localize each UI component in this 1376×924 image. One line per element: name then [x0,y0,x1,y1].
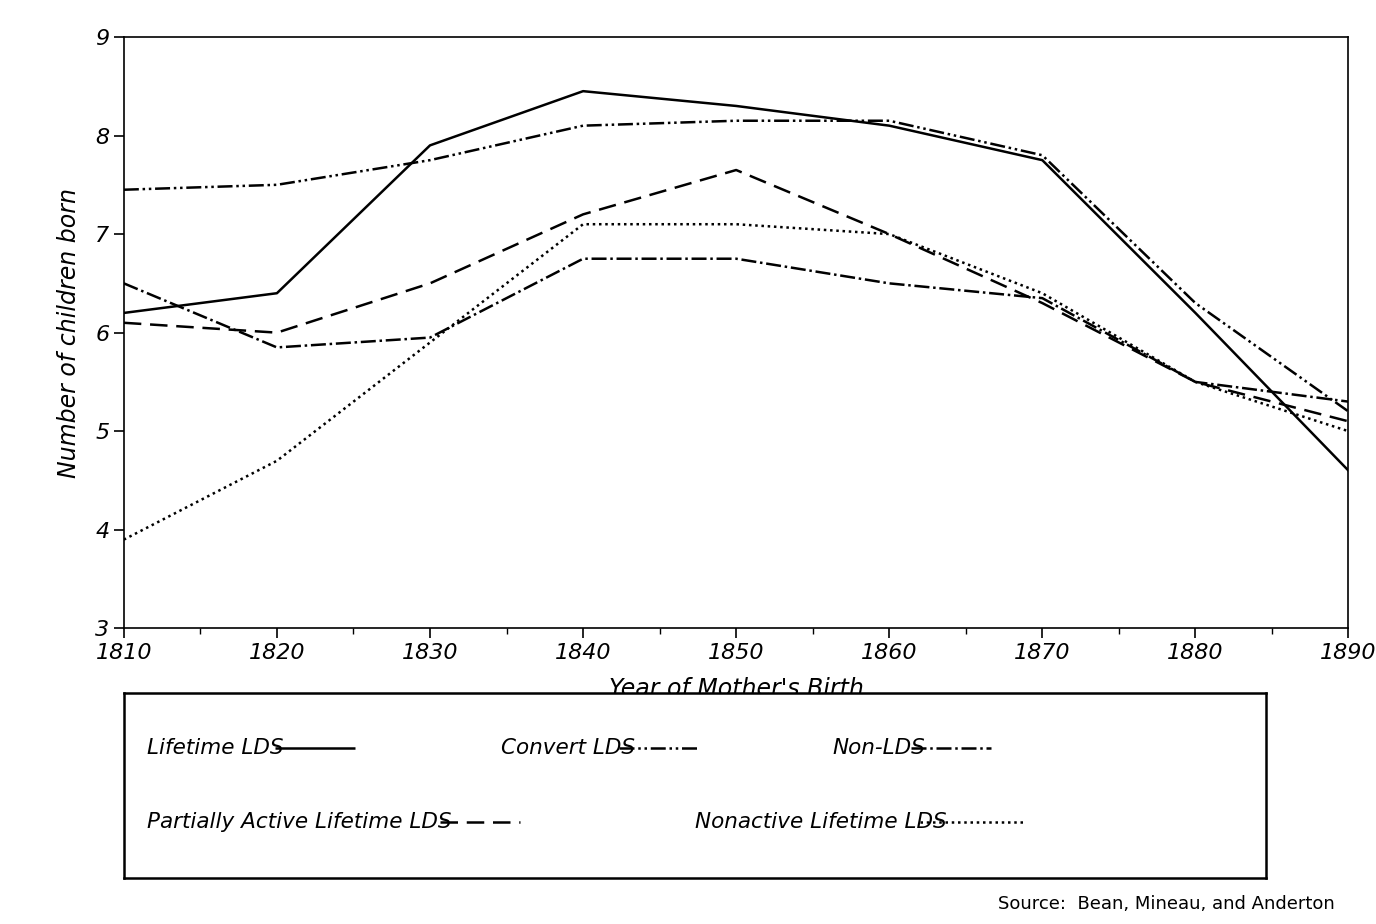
Text: Source:  Bean, Mineau, and Anderton: Source: Bean, Mineau, and Anderton [998,895,1335,913]
Y-axis label: Number of children born: Number of children born [58,188,81,478]
Text: Convert LDS: Convert LDS [501,738,634,759]
Text: Partially Active Lifetime LDS: Partially Active Lifetime LDS [147,812,451,833]
Text: Nonactive Lifetime LDS: Nonactive Lifetime LDS [695,812,947,833]
X-axis label: Year of Mother's Birth: Year of Mother's Birth [608,676,864,700]
Text: Lifetime LDS: Lifetime LDS [147,738,283,759]
Text: Non-LDS: Non-LDS [832,738,925,759]
